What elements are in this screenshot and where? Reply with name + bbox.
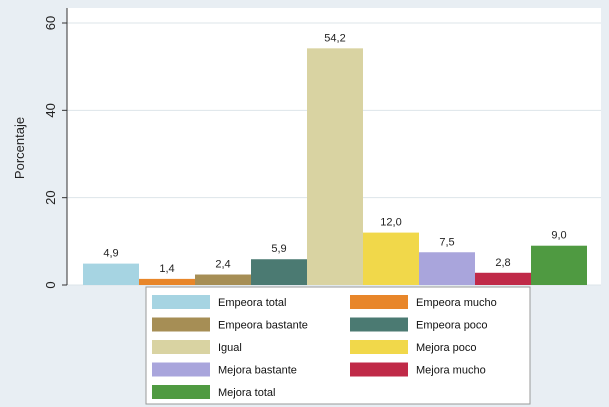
data-label-6: 12,0 — [380, 217, 401, 229]
y-tick-label: 20 — [43, 190, 58, 204]
legend-swatch-1 — [152, 295, 210, 309]
legend-swatch-4 — [350, 317, 408, 332]
bar-9 — [531, 245, 587, 285]
bar-1 — [83, 263, 139, 285]
legend-label-6: Mejora poco — [416, 342, 477, 354]
legend-swatch-3 — [152, 317, 210, 332]
legend-swatch-6 — [350, 340, 408, 354]
legend-swatch-9 — [152, 385, 210, 399]
y-tick-label: 0 — [43, 281, 58, 288]
data-label-7: 7,5 — [439, 236, 454, 248]
bar-3 — [195, 274, 251, 285]
legend-label-2: Empeora mucho — [416, 297, 497, 309]
legend-label-3: Empeora bastante — [218, 320, 308, 332]
legend-swatch-2 — [350, 295, 408, 309]
legend-label-9: Mejora total — [218, 387, 275, 399]
legend-label-8: Mejora mucho — [416, 365, 486, 377]
legend-swatch-8 — [350, 362, 408, 377]
bar-8 — [475, 272, 531, 285]
data-label-1: 4,9 — [103, 248, 118, 260]
legend-label-5: Igual — [218, 342, 242, 354]
data-label-8: 2,8 — [495, 257, 510, 269]
data-label-5: 54,2 — [324, 32, 345, 44]
bar-5 — [307, 48, 363, 286]
data-label-4: 5,9 — [271, 243, 286, 255]
y-axis-ticks: 0 20 40 60 — [43, 16, 67, 289]
y-axis-title: Porcentaje — [12, 117, 27, 179]
legend-swatch-7 — [152, 362, 210, 377]
legend-label-4: Empeora poco — [416, 320, 488, 332]
legend-swatch-5 — [152, 340, 210, 354]
data-label-2: 1,4 — [159, 263, 174, 275]
bars: 4,9 1,4 2,4 5,9 54,2 12,0 7,5 2,8 9,0 — [83, 32, 587, 286]
data-label-9: 9,0 — [551, 230, 566, 242]
bar-7 — [419, 252, 475, 285]
bar-2 — [139, 278, 195, 285]
y-tick-label: 40 — [43, 103, 58, 117]
data-label-3: 2,4 — [215, 259, 230, 271]
y-tick-label: 60 — [43, 16, 58, 30]
legend-label-7: Mejora bastante — [218, 365, 297, 377]
legend: Empeora total Empeora mucho Empeora bastan… — [145, 286, 531, 405]
bar-4 — [251, 259, 307, 285]
bar-6 — [363, 232, 419, 285]
legend-label-1: Empeora total — [218, 297, 286, 309]
